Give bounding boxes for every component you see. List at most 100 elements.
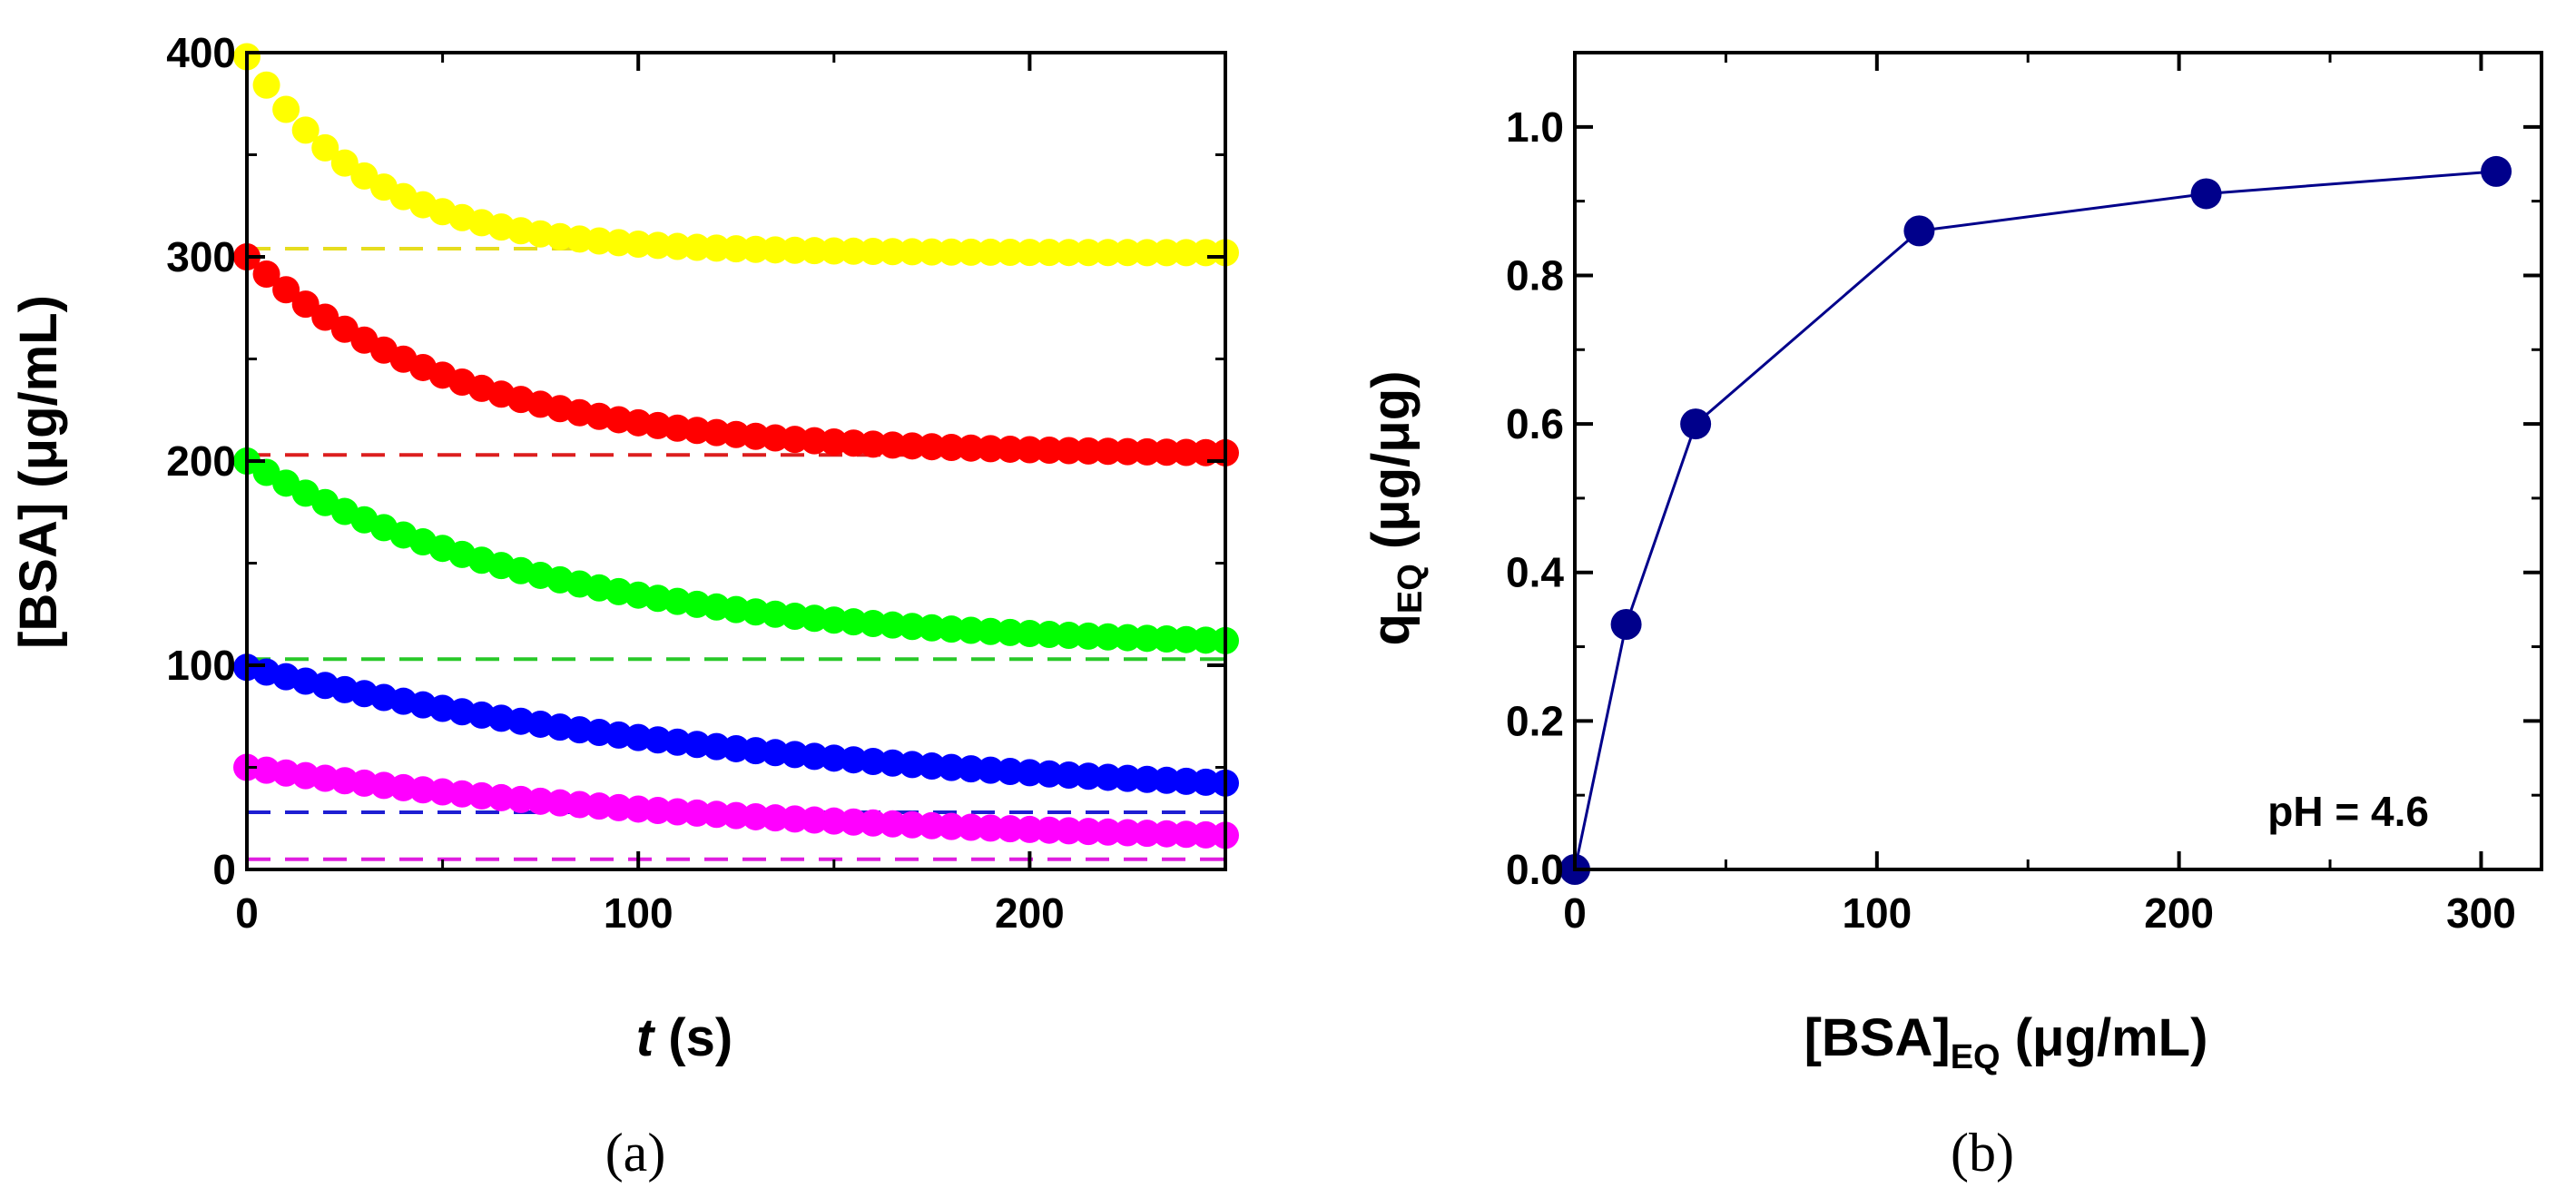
- panel-b-ylabel-unit: (μg/μg): [1362, 370, 1421, 564]
- data-point-blue: [918, 752, 946, 781]
- data-point-green: [1055, 622, 1083, 650]
- data-point-yellow: [1016, 239, 1044, 267]
- data-point-yellow: [585, 227, 614, 255]
- data-point-red: [996, 435, 1024, 463]
- data-point-magenta: [1016, 815, 1044, 843]
- data-point-magenta: [428, 778, 457, 806]
- data-point-red: [899, 432, 927, 460]
- data-point-magenta: [938, 812, 966, 840]
- panel-a-ytick-label: 200: [166, 437, 236, 485]
- data-point-red: [957, 434, 985, 462]
- data-point-yellow: [996, 239, 1024, 267]
- data-point-magenta: [1153, 820, 1181, 848]
- data-point-blue: [781, 741, 809, 769]
- data-point-red: [938, 433, 966, 461]
- panel-b-caption: (b): [1951, 1123, 2014, 1183]
- panel-a-series-layer: [233, 43, 1239, 861]
- data-point-blue: [840, 746, 868, 774]
- data-point-blue: [801, 742, 829, 771]
- data-point-red: [1075, 437, 1103, 465]
- data-point-magenta: [723, 801, 750, 830]
- data-point-yellow: [801, 237, 829, 265]
- data-point-yellow: [742, 235, 770, 263]
- data-point-red: [859, 430, 887, 458]
- panel-b-plot-frame: [1573, 51, 2543, 871]
- panel-a-ytick-label: 0: [212, 846, 236, 893]
- data-point-magenta: [644, 796, 672, 824]
- data-point-green: [1075, 622, 1103, 650]
- data-point-green: [1016, 620, 1044, 648]
- isotherm-point: [1903, 215, 1935, 247]
- panel-b-ylabel: qEQ (μg/μg): [1362, 370, 1430, 645]
- data-point-yellow: [899, 238, 927, 266]
- data-point-magenta: [977, 814, 1005, 842]
- data-point-blue: [938, 753, 966, 781]
- data-point-magenta: [585, 792, 614, 820]
- data-point-magenta: [605, 793, 633, 821]
- data-point-red: [252, 260, 280, 288]
- data-point-red: [1094, 437, 1122, 466]
- data-point-red: [781, 426, 809, 454]
- data-point-yellow: [977, 238, 1005, 266]
- panel-a-ytick-label: 300: [166, 233, 236, 280]
- panel-a-ytick-label: 100: [166, 642, 236, 689]
- data-point-magenta: [1172, 820, 1200, 849]
- data-point-red: [1172, 438, 1200, 466]
- data-point-red: [1114, 437, 1142, 466]
- data-point-yellow: [1075, 239, 1103, 267]
- data-point-green: [918, 614, 946, 642]
- panel-a-caption: (a): [605, 1123, 666, 1183]
- panel-a-xtick-label: 0: [235, 889, 259, 937]
- data-point-magenta: [546, 789, 574, 817]
- data-point-yellow: [1114, 239, 1142, 267]
- data-point-red: [291, 290, 320, 319]
- data-point-magenta: [1192, 820, 1220, 849]
- data-point-green: [820, 606, 848, 634]
- data-point-yellow: [1055, 239, 1083, 267]
- data-point-magenta: [526, 787, 555, 815]
- series-red: [233, 243, 1239, 466]
- panel-a-ytick-label: 400: [166, 29, 236, 76]
- data-point-magenta: [762, 804, 790, 832]
- isotherm-point: [2190, 178, 2222, 210]
- data-point-blue: [1133, 765, 1161, 793]
- series-blue: [233, 653, 1239, 797]
- panel-b-ylabel-sub: EQ: [1391, 564, 1430, 614]
- panel-a-xlabel-italic: t: [636, 1008, 656, 1067]
- data-point-red: [1035, 436, 1063, 464]
- data-point-green: [996, 618, 1024, 646]
- data-point-yellow: [1153, 239, 1181, 267]
- data-point-green: [801, 604, 829, 633]
- data-point-green: [781, 603, 809, 631]
- panel-b-xlabel-main: [BSA]: [1804, 1008, 1951, 1067]
- data-point-yellow: [1172, 239, 1200, 267]
- series-green: [233, 447, 1239, 654]
- data-point-red: [272, 276, 300, 304]
- data-point-yellow: [879, 238, 907, 266]
- data-point-red: [801, 427, 829, 455]
- data-point-magenta: [448, 780, 477, 808]
- data-point-blue: [899, 751, 927, 779]
- data-point-blue: [879, 749, 907, 777]
- panel-a-ylabel: [BSA] (μg/mL): [9, 295, 68, 649]
- data-point-red: [311, 303, 339, 331]
- data-point-magenta: [487, 783, 516, 811]
- panel-b-ytick-label: 1.0: [1506, 103, 1564, 151]
- data-point-yellow: [1192, 239, 1220, 267]
- panel-b-series-layer: [1559, 155, 2512, 885]
- data-point-green: [957, 616, 985, 644]
- panel-b-xlabel-sub: EQ: [1951, 1038, 2001, 1076]
- data-point-blue: [1016, 759, 1044, 787]
- data-point-magenta: [1035, 816, 1063, 844]
- data-point-green: [1035, 621, 1063, 649]
- data-point-green: [1114, 624, 1142, 652]
- data-point-blue: [742, 737, 770, 765]
- data-point-yellow: [938, 238, 966, 266]
- data-point-blue: [1114, 764, 1142, 792]
- data-point-magenta: [624, 795, 653, 823]
- data-point-magenta: [1094, 818, 1122, 846]
- data-point-yellow: [840, 237, 868, 265]
- data-point-green: [1192, 626, 1220, 654]
- panel-b-ticks: 0 100 200 300 0.0 0.2 0.4 0.6 0.8 1.0: [1506, 51, 2542, 937]
